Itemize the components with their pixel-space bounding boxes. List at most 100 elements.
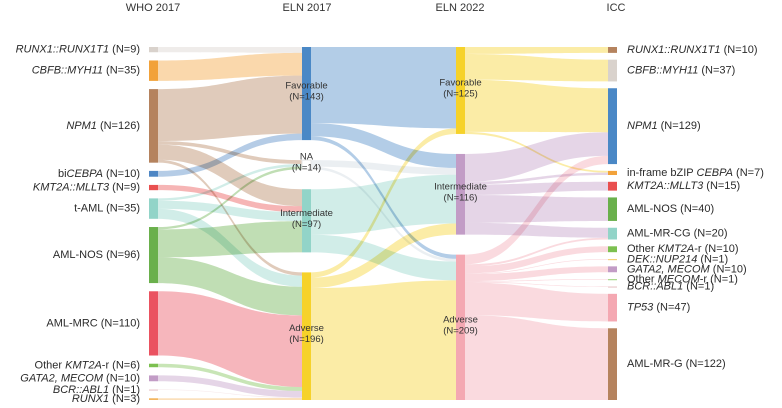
- label-who2017-runx1-runx1t1: RUNX1::RUNX1T1 (N=9): [16, 44, 140, 56]
- flow-who2017-aml-nos-to-adverse: [158, 257, 302, 316]
- flow-eln2017-favorable-to-favorable: [311, 47, 456, 129]
- node-icc-aml-mr-cg: [608, 227, 617, 240]
- node-icc-dek-nup214: [608, 258, 617, 261]
- node-icc-other-mecom-r: [608, 279, 617, 281]
- label-who2017-cbfb-myh11: CBFB::MYH11 (N=35): [32, 65, 140, 77]
- header-who2017: WHO 2017: [126, 2, 180, 14]
- label-icc-aml-mr-cg: AML-MR-CG (N=20): [627, 228, 728, 240]
- node-eln2022-favorable: [456, 47, 465, 134]
- node-who2017-bicebpa: [149, 170, 158, 177]
- label-eln2022-favorable: Favorable: [439, 77, 481, 88]
- node-eln2017-na: [301, 159, 312, 170]
- flow-eln2022-adverse-to-other-kmt2a-r: [465, 246, 608, 274]
- column-headers: WHO 2017 ELN 2017 ELN 2022 ICC: [126, 2, 626, 14]
- label-icc-tp53: TP53 (N=47): [627, 302, 690, 314]
- flow-who2017-cbfb-myh11-to-favorable: [158, 52, 302, 81]
- label-icc-kmt2a-mllt3: KMT2A::MLLT3 (N=15): [627, 180, 740, 192]
- label-who2017-gata2-mecom: GATA2, MECOM (N=10): [20, 372, 140, 384]
- node-who2017-cbfb-myh11: [149, 60, 158, 81]
- flow-eln2022-adverse-to-tp53: [465, 282, 608, 322]
- count-eln2022-adverse: (N=209): [443, 325, 478, 336]
- label-icc-aml-mr-g: AML-MR-G (N=122): [627, 358, 726, 370]
- node-who2017-other-kmt2a-r: [149, 363, 158, 368]
- flow-who2017-npm1-to-favorable: [158, 75, 302, 142]
- node-who2017-aml-nos: [149, 227, 158, 284]
- label-who2017-t-aml: t-AML (N=35): [74, 203, 140, 215]
- header-icc: ICC: [607, 2, 626, 14]
- flow-who2017-runx1-runx1t1-to-favorable: [158, 47, 302, 53]
- node-who2017-runx1: [149, 398, 158, 400]
- count-eln2017-favorable: (N=143): [289, 92, 324, 103]
- label-eln2017-intermediate: Intermediate: [280, 208, 333, 219]
- flow-who2017-t-aml-to-na: [158, 164, 302, 201]
- label-icc-runx1-runx1t1: RUNX1::RUNX1T1 (N=10): [627, 44, 758, 56]
- node-eln2022-intermediate: [456, 153, 465, 235]
- label-who2017-bcr-abl1: BCR::ABL1 (N=1): [53, 384, 140, 396]
- label-eln2017-na: NA: [300, 152, 314, 163]
- header-eln2022: ELN 2022: [436, 2, 485, 14]
- flow-eln2022-intermediate-to-aml-mr-cg: [465, 222, 608, 238]
- flow-bands: [158, 47, 608, 400]
- count-eln2017-intermediate: (N=97): [292, 219, 321, 230]
- flow-eln2017-adverse-to-intermediate: [311, 223, 456, 289]
- node-who2017-kmt2a-mllt3: [149, 184, 158, 191]
- flow-who2017-other-kmt2a-r-to-adverse: [158, 363, 302, 391]
- label-icc-bcr-abl1: BCR::ABL1 (N=1): [627, 281, 714, 293]
- count-eln2017-na: (N=14): [292, 163, 321, 174]
- flow-eln2022-adverse-to-other-mecom-r: [465, 279, 608, 282]
- label-eln2017-adverse: Adverse: [289, 323, 324, 334]
- node-eln2017-favorable: [302, 47, 311, 141]
- count-eln2022-favorable: (N=125): [443, 88, 478, 99]
- flow-eln2022-favorable-to-cbfb-myh11: [465, 53, 608, 82]
- flow-eln2022-adverse-to-aml-mr-cg: [465, 237, 608, 267]
- label-icc-cbfb-myh11: CBFB::MYH11 (N=37): [627, 64, 735, 76]
- node-icc-in-frame-bzip-cebpa: [608, 170, 617, 176]
- label-icc-aml-nos: AML-NOS (N=40): [627, 203, 714, 215]
- label-who2017-bicebpa: biCEBPA (N=10): [58, 168, 140, 180]
- label-eln2017-favorable: Favorable: [285, 81, 327, 92]
- node-eln2017-adverse: [302, 272, 311, 400]
- flow-who2017-bcr-abl1-to-adverse: [158, 389, 302, 399]
- node-who2017-gata2-mecom: [149, 375, 158, 382]
- flow-who2017-t-aml-to-intermediate: [158, 200, 302, 222]
- node-who2017-aml-mrc: [149, 291, 158, 356]
- flow-who2017-bicebpa-to-favorable: [158, 133, 302, 177]
- flow-eln2022-adverse-to-npm1: [465, 155, 608, 265]
- flow-who2017-npm1-to-adverse: [158, 159, 302, 276]
- node-eln2017-intermediate: [302, 189, 311, 253]
- node-icc-npm1: [608, 88, 617, 165]
- node-who2017-runx1-runx1t1: [149, 47, 158, 53]
- flow-eln2017-adverse-to-adverse: [311, 280, 456, 400]
- nodes: [149, 47, 617, 400]
- flow-who2017-gata2-mecom-to-adverse: [158, 375, 302, 398]
- label-icc-in-frame-bzip-cebpa: in-frame bZIP CEBPA (N=7): [627, 167, 764, 179]
- flow-eln2017-adverse-to-favorable: [311, 128, 456, 278]
- flow-who2017-aml-nos-to-intermediate: [158, 221, 302, 258]
- node-who2017-t-aml: [149, 198, 158, 219]
- node-icc-runx1-runx1t1: [608, 47, 617, 53]
- flow-eln2022-adverse-to-aml-mr-g: [465, 315, 608, 400]
- flow-who2017-aml-mrc-to-adverse: [158, 291, 302, 387]
- flow-who2017-aml-nos-to-na: [158, 166, 302, 230]
- label-eln2022-adverse: Adverse: [443, 314, 478, 325]
- flow-who2017-npm1-to-intermediate: [158, 144, 302, 207]
- flow-eln2022-adverse-to-dek-nup214: [465, 258, 608, 275]
- label-icc-npm1: NPM1 (N=129): [627, 120, 701, 132]
- label-who2017-aml-nos: AML-NOS (N=96): [53, 249, 140, 261]
- label-who2017-npm1: NPM1 (N=126): [66, 120, 140, 132]
- label-icc-dek-nup214: DEK::NUP214 (N=1): [627, 253, 728, 265]
- flow-eln2022-favorable-to-npm1: [465, 79, 608, 133]
- label-icc-other-kmt2a-r: Other KMT2A-r (N=10): [627, 243, 739, 255]
- node-icc-bcr-abl1: [608, 286, 617, 288]
- label-who2017-runx1: RUNX1 (N=3): [72, 393, 140, 405]
- flow-eln2022-favorable-to-runx1-runx1t1: [465, 47, 608, 54]
- flow-eln2022-intermediate-to-npm1: [465, 132, 608, 182]
- header-eln2017: ELN 2017: [283, 2, 332, 14]
- count-eln2017-adverse: (N=196): [289, 334, 324, 345]
- node-eln2022-adverse: [456, 254, 465, 400]
- label-eln2022-intermediate: Intermediate: [434, 181, 487, 192]
- label-icc-other-mecom-r: Other MECOM-r (N=1): [627, 273, 738, 285]
- node-icc-gata2-mecom: [608, 266, 617, 273]
- node-icc-aml-mr-g: [608, 328, 617, 400]
